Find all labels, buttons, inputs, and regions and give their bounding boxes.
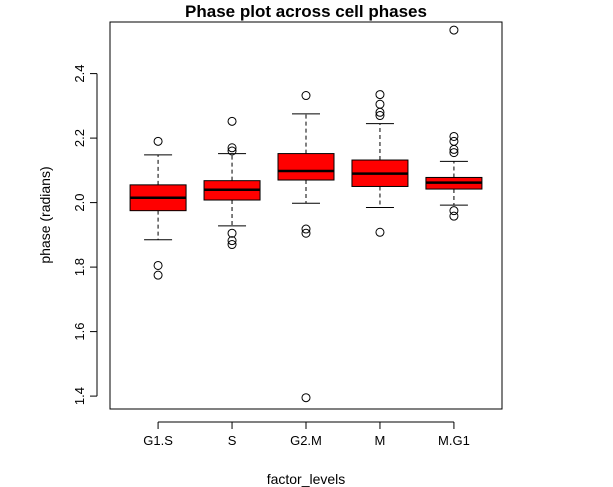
y-tick-label: 2.0 [72,194,87,212]
outlier-point [449,25,459,35]
outlier-point [153,270,163,280]
y-tick-label: 1.8 [72,258,87,276]
box-m-g1 [425,25,483,221]
y-tick-label: 2.4 [72,65,87,83]
x-axis: G1.S S G2.M M M.G1 [143,421,470,448]
box-g2-m [277,91,335,403]
y-axis: 1.4 1.6 1.8 2.0 2.2 2.4 [72,65,98,405]
outlier-point [375,111,385,121]
outlier-point [227,143,237,153]
box-iqr [277,153,335,181]
outlier-point [375,107,385,117]
box-m [351,90,409,237]
outlier-point [227,116,237,126]
outlier-point [153,260,163,270]
outlier-point [227,240,237,250]
chart-title: Phase plot across cell phases [185,2,427,21]
box-s [203,116,261,250]
outlier-point [449,148,459,158]
y-tick-label: 1.6 [72,323,87,341]
boxes-group [129,25,483,403]
outlier-point [227,146,237,156]
outlier-point [449,144,459,154]
x-tick-label: S [228,433,237,448]
outlier-point [375,90,385,100]
outlier-point [375,227,385,237]
outlier-point [227,236,237,246]
outlier-point [301,228,311,238]
x-axis-label: factor_levels [267,471,346,487]
y-axis-label: phase (radians) [37,166,53,263]
outlier-point [301,224,311,234]
x-tick-label: G1.S [143,433,173,448]
x-tick-label: M.G1 [438,433,470,448]
outlier-point [449,206,459,216]
y-tick-label: 2.2 [72,129,87,147]
y-tick-label: 1.4 [72,387,87,405]
outlier-point [227,228,237,238]
box-g1-s [129,136,187,280]
plot-frame [109,21,503,410]
x-tick-label: M [375,433,386,448]
outlier-point [153,136,163,146]
outlier-point [375,99,385,109]
outlier-point [449,131,459,141]
outlier-point [301,91,311,101]
outlier-point [449,136,459,146]
outlier-point [301,393,311,403]
x-tick-label: G2.M [290,433,322,448]
outlier-point [449,211,459,221]
